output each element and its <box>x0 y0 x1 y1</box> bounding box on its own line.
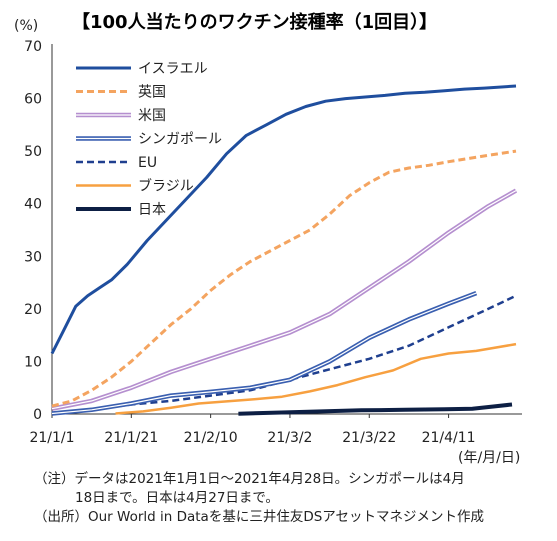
x-axis-label: (年/月/日) <box>458 450 520 466</box>
series-line-6 <box>238 402 513 416</box>
y-tick-label: 20 <box>24 302 42 318</box>
legend-label-4: EU <box>138 155 157 171</box>
series-line-3-inner <box>51 292 477 415</box>
note-line-2: 18日まで。日本は4月27日まで。 <box>75 490 279 506</box>
series-line-0 <box>50 84 517 355</box>
notes: （注）データは2021年1月1日～2021年4月28日。シンガポールは4月 18… <box>34 470 554 527</box>
x-tick-label: 21/2/10 <box>184 430 238 446</box>
x-tick-label: 21/1/21 <box>104 430 158 446</box>
series-line-2-inner <box>51 190 517 410</box>
y-tick-labels: 0 10 20 30 40 50 60 70 <box>24 39 42 423</box>
y-tick-label: 40 <box>24 197 42 213</box>
source-line: （出所）Our World in Dataを基に三井住友DSアセットマネジメント… <box>34 509 485 525</box>
x-tick-label: 21/3/22 <box>342 430 396 446</box>
legend-label-2: 米国 <box>138 108 166 124</box>
series-line-3-outer <box>51 290 478 416</box>
legend-label-5: ブラジル <box>138 178 194 195</box>
y-tick-label: 70 <box>24 39 42 55</box>
x-tick-labels: 21/1/1 21/1/21 21/2/10 21/3/2 21/3/22 21/4/11 <box>29 430 475 446</box>
y-tick-label: 10 <box>24 354 42 370</box>
y-axis-label: (%) <box>14 18 38 34</box>
y-tick-label: 30 <box>24 249 42 265</box>
vaccination-chart: 【100人当たりのワクチン接種率（1回目）】 (%) 0 10 20 30 40 50 60… <box>14 11 522 466</box>
series-line-1 <box>51 149 517 408</box>
chart-title: 【100人当たりのワクチン接種率（1回目）】 <box>72 11 437 33</box>
legend-label-0: イスラエル <box>138 61 208 77</box>
legend-label-1: 英国 <box>138 84 166 101</box>
series-lines <box>50 84 518 416</box>
series-line-2-outer <box>51 188 518 411</box>
note-line-1: （注）データは2021年1月1日～2021年4月28日。シンガポールは4月 <box>34 471 465 487</box>
series-line-5 <box>115 342 517 415</box>
y-tick-label: 0 <box>33 407 42 423</box>
legend-label-6: 日本 <box>138 202 166 218</box>
y-tick-label: 50 <box>24 144 42 160</box>
x-tick-label: 21/3/2 <box>267 430 312 446</box>
legend-label-3: シンガポール <box>138 132 222 148</box>
y-tick-label: 60 <box>24 92 42 108</box>
x-tick-label: 21/1/1 <box>29 430 74 446</box>
x-tick-label: 21/4/11 <box>422 430 476 446</box>
